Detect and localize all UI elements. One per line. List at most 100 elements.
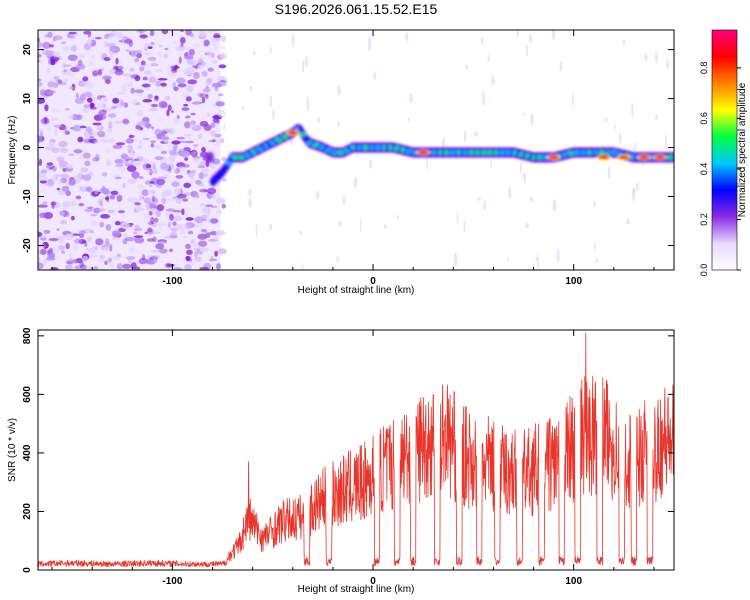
- noise-blob: [38, 138, 43, 143]
- noise-blob: [172, 81, 177, 90]
- faint-streak: [604, 117, 608, 123]
- noise-blob: [46, 68, 51, 73]
- noise-blob: [172, 41, 179, 45]
- noise-blob: [32, 231, 36, 235]
- ridge-bright: [387, 145, 393, 150]
- noise-blob: [203, 39, 210, 46]
- faint-streak: [635, 182, 640, 192]
- noise-blob: [41, 49, 50, 56]
- ridge-bright: [374, 145, 382, 150]
- noise-blob: [184, 263, 192, 270]
- noise-blob: [153, 217, 159, 223]
- noise-blob: [144, 231, 149, 235]
- noise-blob: [47, 58, 57, 66]
- noise-blob: [100, 214, 111, 219]
- noise-blob: [183, 182, 192, 189]
- noise-blob: [128, 134, 135, 138]
- noise-blob: [92, 265, 99, 270]
- faint-streak: [353, 176, 358, 189]
- faint-streak: [342, 195, 346, 206]
- noise-blob: [156, 209, 161, 217]
- noise-blob: [92, 70, 99, 77]
- noise-blob: [205, 77, 214, 83]
- noise-blob: [92, 122, 102, 126]
- hotspot: [418, 150, 429, 155]
- faint-streak: [464, 64, 469, 70]
- noise-blob: [122, 182, 126, 189]
- faint-streak: [291, 33, 295, 48]
- noise-blob: [211, 42, 216, 47]
- faint-streak: [367, 36, 372, 52]
- faint-streak: [525, 222, 529, 229]
- noise-blob: [169, 231, 176, 239]
- noise-blob: [94, 208, 104, 212]
- noise-blob: [72, 124, 82, 132]
- noise-blob: [99, 95, 106, 98]
- noise-blob: [174, 223, 183, 231]
- noise-blob: [166, 109, 170, 117]
- y-tick-label: 20: [22, 44, 33, 56]
- noise-blob: [126, 165, 137, 172]
- noise-blob: [209, 193, 216, 199]
- noise-blob: [38, 135, 43, 139]
- y-tick-label: -10: [22, 189, 33, 204]
- ridge-bright: [448, 150, 457, 155]
- ridge-bright: [405, 149, 413, 154]
- noise-blob: [191, 124, 202, 131]
- noise-blob: [161, 249, 171, 255]
- noise-blob: [157, 176, 167, 180]
- noise-blob: [164, 47, 169, 51]
- noise-blob: [193, 155, 200, 163]
- noise-blob: [122, 238, 128, 245]
- noise-blob: [115, 57, 119, 65]
- ridge-bright: [480, 150, 488, 155]
- noise-blob: [200, 247, 209, 251]
- noise-blob: [197, 233, 208, 240]
- noise-blob: [212, 118, 220, 124]
- faint-streak: [523, 112, 526, 117]
- noise-blob: [112, 144, 123, 149]
- noise-blob: [91, 97, 98, 102]
- ridge-bright: [630, 155, 636, 160]
- faint-streak: [249, 85, 253, 92]
- spectrogram-y-label: Frequency (Hz): [7, 116, 18, 185]
- noise-blob: [88, 247, 97, 254]
- faint-streak: [525, 44, 528, 57]
- noise-blob: [86, 97, 93, 103]
- noise-blob: [38, 173, 48, 182]
- noise-blob: [186, 58, 195, 65]
- spectrogram-x-axis: -100 0 100: [51, 30, 655, 287]
- noise-blob: [39, 248, 47, 255]
- noise-blob: [110, 263, 114, 270]
- noise-blob: [64, 107, 70, 111]
- faint-streak: [405, 31, 408, 43]
- noise-blob: [143, 70, 153, 76]
- snr-y-label: SNR (10 * v/v): [7, 418, 18, 482]
- noise-blob: [174, 167, 180, 174]
- noise-blob: [205, 93, 209, 100]
- noise-blob: [78, 156, 86, 160]
- noise-blob: [176, 115, 180, 119]
- ridge-bright: [336, 150, 345, 155]
- noise-blob: [167, 70, 178, 78]
- noise-blob: [85, 247, 90, 251]
- ridge-bright: [598, 150, 606, 155]
- noise-blob: [174, 64, 178, 70]
- noise-blob: [50, 117, 59, 121]
- noise-blob: [40, 169, 47, 174]
- noise-blob: [112, 255, 121, 260]
- noise-blob: [150, 142, 154, 148]
- faint-streak: [248, 188, 252, 196]
- noise-blob: [33, 227, 36, 233]
- noise-blob: [157, 222, 167, 227]
- noise-blob: [90, 230, 94, 234]
- noise-blob: [52, 174, 57, 182]
- noise-blob: [196, 56, 206, 60]
- noise-blob: [192, 59, 198, 67]
- noise-blob: [146, 43, 156, 48]
- ridge-bright: [566, 151, 575, 156]
- noise-blob: [60, 147, 67, 151]
- ridge-bright: [393, 146, 400, 151]
- noise-blob: [218, 64, 227, 69]
- noise-blob: [140, 239, 145, 243]
